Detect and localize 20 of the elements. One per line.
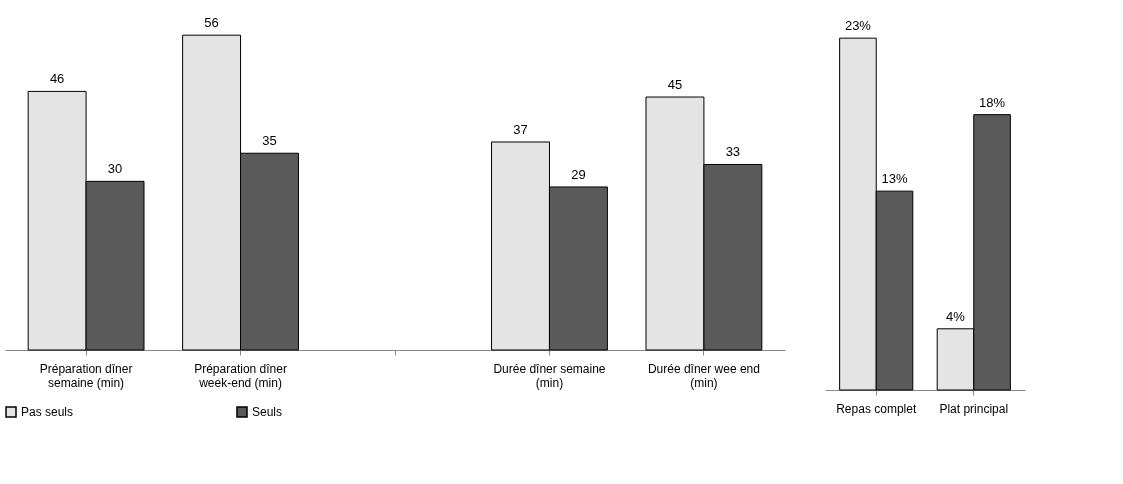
x-tick-label: Repas complet (836, 401, 917, 416)
legend-label: Pas seuls (21, 405, 74, 419)
x-tick-label: Durée dîner wee end (min) (647, 361, 760, 390)
data-label: 29 (571, 166, 586, 182)
data-label: 33 (725, 144, 741, 160)
x-tick-label: Préparation dîner semaine (min) (39, 361, 133, 390)
x-tick-label: Durée dîner semaine (min) (493, 361, 606, 390)
data-label: 4% (946, 308, 966, 324)
legend-label: Seuls (252, 405, 283, 419)
x-tick-label: Plat principal (939, 401, 1009, 416)
data-label: 56 (204, 15, 219, 31)
data-label: 23% (844, 18, 872, 34)
data-label: 13% (881, 171, 908, 187)
data-label: 37 (513, 122, 528, 137)
x-tick-label: Préparation dîner week-end (min) (194, 361, 287, 390)
data-label: 45 (667, 77, 683, 93)
data-label: 35 (262, 133, 277, 149)
data-label: 46 (49, 71, 65, 87)
data-label: 18% (979, 94, 1006, 110)
data-label: 30 (107, 161, 123, 177)
